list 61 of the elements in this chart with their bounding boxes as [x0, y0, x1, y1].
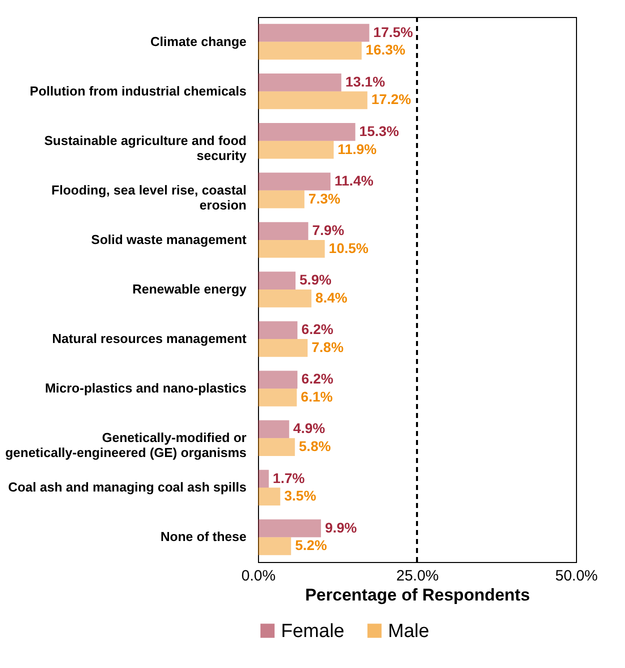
bar [258, 370, 298, 389]
bar [258, 190, 304, 208]
data-label: 11.4% [334, 172, 374, 188]
bar [258, 222, 308, 240]
data-label: 13.1% [345, 73, 386, 90]
data-label: 7.3% [308, 190, 341, 206]
bar [258, 537, 292, 556]
bar [258, 42, 362, 60]
bar [258, 488, 280, 506]
bar [258, 240, 325, 258]
bar [258, 470, 269, 488]
data-label: 1.7% [272, 470, 306, 486]
y-tick-label: Genetically-modified or genetically-engineered (GE) organisms [5, 430, 246, 460]
data-label: 17.2% [371, 91, 412, 108]
y-tick-label: Flooding, sea level rise, coastal erosion [51, 182, 247, 212]
x-tick-label: 25.0% [396, 568, 439, 584]
bar [258, 339, 308, 357]
y-tick-label: Solid waste management [91, 232, 248, 247]
bar [258, 123, 356, 141]
data-label: 17.5% [373, 24, 414, 40]
data-label: 16.3% [366, 42, 406, 58]
bar [258, 420, 290, 438]
bar [258, 73, 342, 92]
x-axis-title: Percentage of Respondents [305, 586, 530, 604]
data-label: 5.2% [295, 537, 328, 554]
data-label: 6.2% [301, 321, 334, 338]
y-tick-label: None of these [160, 529, 246, 544]
bar [258, 290, 312, 308]
bar [258, 519, 321, 538]
y-tick-label: Renewable energy [132, 282, 248, 296]
bar [258, 172, 331, 190]
bar [258, 438, 295, 456]
data-label: 5.8% [298, 438, 332, 454]
bar [258, 24, 370, 42]
bar [258, 140, 334, 159]
y-tick-label: Natural resources management [52, 331, 248, 346]
y-tick-label: Micro-plastics and nano-plastics [44, 380, 246, 396]
data-label: 8.4% [315, 289, 348, 306]
bar [258, 91, 368, 110]
x-tick-label: 50.0% [555, 568, 598, 584]
legend-label: Male [388, 620, 430, 642]
data-label: 3.5% [284, 488, 317, 504]
y-tick-label: Pollution from industrial chemicals [30, 83, 246, 98]
data-label: 7.9% [312, 222, 345, 238]
data-label: 10.5% [328, 240, 370, 256]
data-label: 11.9% [338, 140, 378, 157]
bar [258, 272, 296, 290]
data-label: 9.9% [324, 519, 358, 536]
data-label: 6.1% [300, 388, 334, 405]
data-label: 7.8% [312, 338, 344, 355]
bar [258, 321, 298, 340]
legend-label: Female [281, 620, 344, 642]
y-tick-label: Climate change [150, 34, 246, 49]
y-tick-label: Sustainable agriculture and food security [44, 132, 248, 163]
bar [258, 388, 297, 406]
data-label: 15.3% [359, 122, 400, 139]
data-label: 4.9% [293, 420, 326, 436]
x-tick-label: 0.0% [241, 568, 276, 584]
data-label: 5.9% [300, 272, 332, 288]
data-label: 6.2% [301, 370, 334, 387]
y-tick-label: Coal ash and managing coal ash spills [8, 480, 246, 495]
